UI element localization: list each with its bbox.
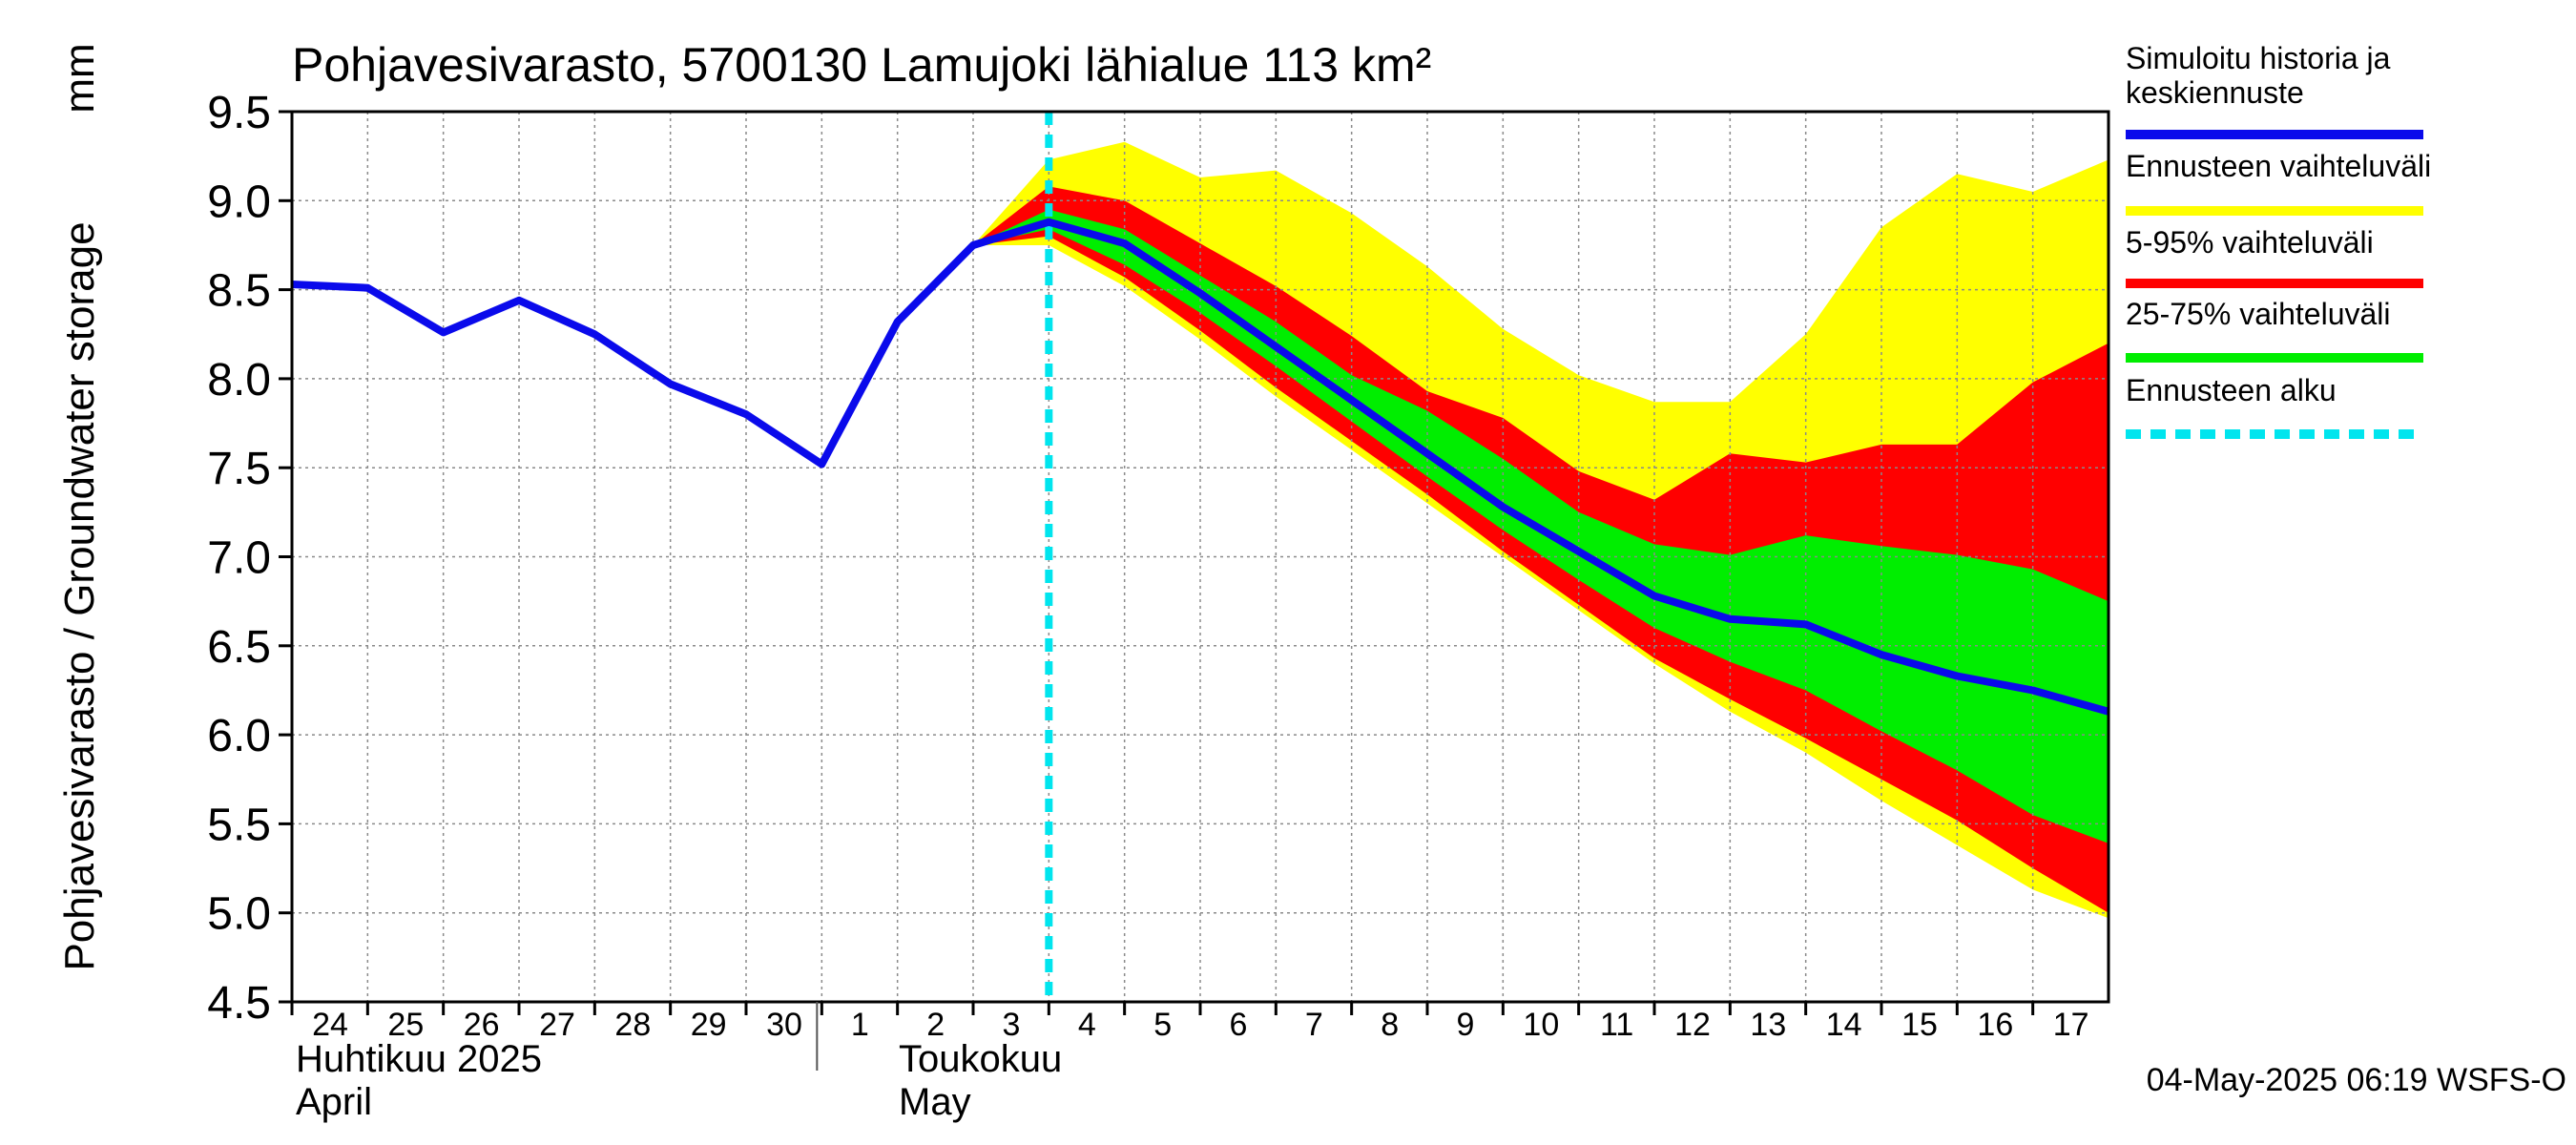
legend-label: Ennusteen vaihteluväli — [2126, 149, 2431, 183]
y-tick-label: 4.5 — [207, 978, 271, 1029]
x-tick-label: 1 — [851, 1007, 869, 1043]
x-axis-ticks: 24 25 26 27 28 29 30 1 2 3 4 5 6 7 8 9 10 11 12 13 14 15 16 17 — [290, 1002, 2089, 1071]
x-tick-label: 25 — [387, 1007, 424, 1043]
x-tick-label: 11 — [1600, 1007, 1633, 1043]
y-tick-label: 7.5 — [207, 444, 271, 494]
x-tick-label: 28 — [614, 1007, 651, 1043]
y-tick-label: 5.5 — [207, 800, 271, 850]
x-tick-label: 8 — [1381, 1007, 1399, 1043]
chart-title: Pohjavesivarasto, 5700130 Lamujoki lähia… — [292, 38, 1431, 92]
x-tick-label: 12 — [1674, 1007, 1711, 1043]
y-tick-label: 9.0 — [207, 177, 271, 227]
x-tick-label: 10 — [1523, 1007, 1559, 1043]
month-label-april-fi: Huhtikuu 2025 — [296, 1038, 542, 1080]
history-line — [292, 218, 1053, 468]
legend-label: Simuloitu historia ja — [2126, 41, 2391, 75]
y-axis-unit: mm — [56, 43, 103, 113]
chart-lines — [292, 112, 2109, 1002]
x-tick-label: 4 — [1078, 1007, 1096, 1043]
x-tick-label: 29 — [691, 1007, 727, 1043]
y-tick-label: 6.0 — [207, 711, 271, 761]
x-tick-label: 7 — [1305, 1007, 1323, 1043]
x-tick-label: 15 — [1901, 1007, 1938, 1043]
footer-timestamp: 04-May-2025 06:19 WSFS-O — [2147, 1062, 2566, 1098]
y-tick-label: 8.0 — [207, 355, 271, 406]
x-tick-label: 16 — [1977, 1007, 2013, 1043]
legend-label: 25-75% vaihteluväli — [2126, 297, 2391, 331]
y-axis-ticks: 4.5 5.0 5.5 6.0 6.5 7.0 7.5 8.0 8.5 9.0 9.5 — [207, 88, 292, 1029]
x-tick-label: 5 — [1153, 1007, 1172, 1043]
x-tick-label: 9 — [1457, 1007, 1475, 1043]
month-label-may-en: May — [899, 1081, 971, 1123]
x-tick-label: 13 — [1750, 1007, 1786, 1043]
legend-label: 5-95% vaihteluväli — [2126, 225, 2374, 260]
y-tick-label: 8.5 — [207, 266, 271, 317]
y-tick-label: 6.5 — [207, 622, 271, 673]
legend-label: keskiennuste — [2126, 75, 2304, 110]
x-tick-label: 26 — [464, 1007, 500, 1043]
y-tick-label: 5.0 — [207, 889, 271, 940]
month-label-april-en: April — [296, 1081, 372, 1123]
x-tick-label: 3 — [1003, 1007, 1021, 1043]
x-tick-label: 24 — [312, 1007, 348, 1043]
y-axis-label: Pohjavesivarasto / Groundwater storage — [56, 221, 103, 970]
chart-grid — [292, 112, 2109, 1002]
x-tick-label: 17 — [2053, 1007, 2089, 1043]
x-tick-label: 2 — [926, 1007, 945, 1043]
median-forecast-line — [1045, 218, 2109, 716]
legend-label: Ennusteen alku — [2126, 373, 2337, 407]
x-tick-label: 6 — [1230, 1007, 1248, 1043]
x-tick-label: 30 — [766, 1007, 802, 1043]
y-tick-label: 9.5 — [207, 88, 271, 138]
month-label-may-fi: Toukokuu — [899, 1038, 1062, 1080]
y-tick-label: 7.0 — [207, 533, 271, 584]
x-tick-label: 14 — [1826, 1007, 1862, 1043]
x-tick-label: 27 — [539, 1007, 575, 1043]
